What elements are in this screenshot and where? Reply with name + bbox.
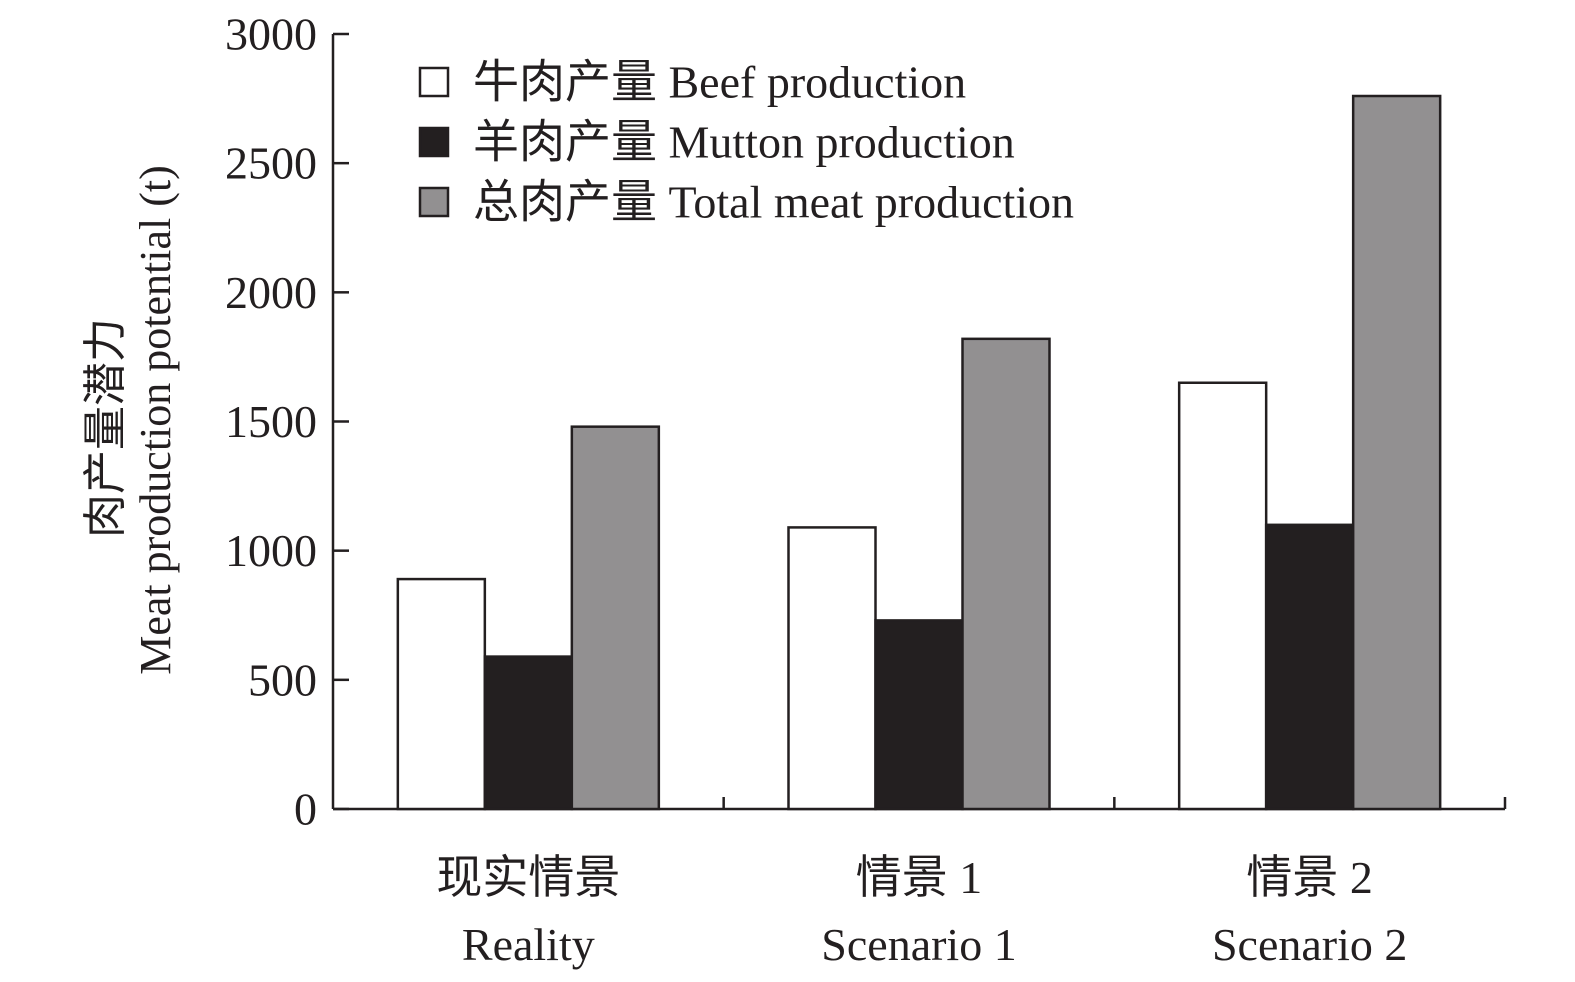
y-tick-label: 1500 xyxy=(225,396,317,447)
x-category-label-en: Scenario 2 xyxy=(1212,919,1407,970)
y-tick-label: 500 xyxy=(248,654,317,705)
bar xyxy=(1264,523,1355,811)
legend-label: 牛肉产量 Beef production xyxy=(473,57,966,108)
bar xyxy=(1351,94,1442,811)
y-tick-label: 3000 xyxy=(225,9,317,60)
bar xyxy=(787,526,877,811)
legend-swatch xyxy=(418,186,450,218)
bar xyxy=(1177,381,1268,811)
x-category-label-en: Reality xyxy=(462,919,595,970)
bar xyxy=(483,655,574,811)
y-axis-title-zh: 肉产量潜力 xyxy=(81,318,130,538)
legend-swatch xyxy=(418,66,450,98)
bar xyxy=(874,619,964,811)
legend-swatch xyxy=(418,126,450,158)
x-category-label-zh: 现实情景 xyxy=(436,852,620,903)
y-tick-label: 2000 xyxy=(225,267,317,318)
legend: 牛肉产量 Beef production 羊肉产量 Mutton producti… xyxy=(418,57,1074,228)
bar xyxy=(961,337,1051,811)
x-category-label-zh: 情景 2 xyxy=(1246,852,1373,903)
x-category-label-zh: 情景 1 xyxy=(856,852,983,903)
y-axis-title-en: Meat production potential (t) xyxy=(131,165,180,675)
legend-label: 羊肉产量 Mutton production xyxy=(473,117,1015,168)
x-category-label-en: Scenario 1 xyxy=(821,919,1016,970)
y-tick-label: 1000 xyxy=(225,525,317,576)
x-category-labels: 现实情景 Reality 情景 1 Scenario 1 情景 2 Scenario 2 xyxy=(436,852,1407,970)
bar xyxy=(396,577,487,811)
y-tick-label: 0 xyxy=(294,784,317,835)
y-ticks: 0 500 1000 1500 2000 2500 3000 xyxy=(225,9,349,835)
bars xyxy=(396,94,1442,811)
bar xyxy=(570,425,661,811)
legend-label: 总肉产量 Total meat production xyxy=(473,177,1074,228)
y-tick-label: 2500 xyxy=(225,138,317,189)
